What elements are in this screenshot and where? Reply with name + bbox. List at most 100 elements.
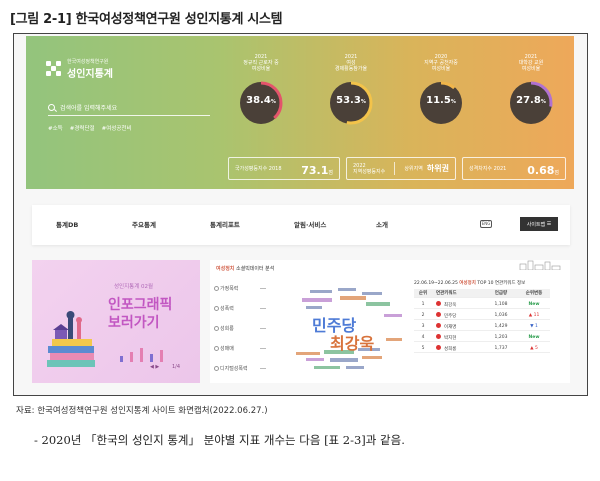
figure-title: [그림 2-1] 한국여성정책연구원 성인지통계 시스템 — [10, 12, 283, 27]
infographic-subtitle: 성인지통계 02월 — [114, 284, 154, 290]
column-header: 순위변동 — [525, 291, 543, 296]
stat-number: 38.4 — [246, 95, 271, 106]
nav-item-notices[interactable]: 알림·서비스 — [294, 221, 327, 229]
panel-title-rest: 소셜빅데이터 분석 — [234, 266, 275, 272]
change-cell: ▼ 1 — [530, 323, 538, 329]
topic-item-sexual-violence[interactable]: 성폭력 — [214, 304, 268, 313]
change-cell: ▲ 11 — [528, 312, 540, 318]
infographic-title-line1: 인포그래픽 — [108, 297, 173, 313]
nav-item-db[interactable]: 통계DB — [56, 221, 79, 229]
topic-item-prostitution[interactable]: 성매매 — [214, 344, 268, 353]
table-row[interactable]: 1 최강욱 1,108 New — [414, 300, 550, 309]
flag-icon — [436, 300, 441, 306]
stat-box-label: 2022 지역성평등지수 — [353, 162, 386, 175]
nav-item-reports[interactable]: 통계리포트 — [210, 221, 240, 229]
donut-icon — [419, 81, 463, 125]
stat-unit: % — [540, 99, 546, 105]
panel-title-highlight: 여성정치 — [216, 266, 235, 272]
stat-ring: 27.8% — [508, 80, 554, 126]
stat-box-label: 성격차지수 2021 — [469, 166, 507, 172]
column-header: 연관키워드 — [436, 291, 457, 296]
cloud-word[interactable]: 민주당 — [312, 316, 357, 335]
hashtag[interactable]: #여성공천비 — [101, 126, 132, 132]
topic-item-digital[interactable]: 디지털성폭력 — [214, 364, 268, 373]
nav-item-about[interactable]: 소개 — [376, 221, 388, 229]
topic-item-harassment[interactable]: 성희롱 — [214, 324, 268, 333]
count-cell: 1,036 — [494, 312, 508, 318]
cloud-word[interactable]: 최강욱 — [330, 334, 375, 353]
count-cell: 1,108 — [494, 301, 508, 307]
stat-box-unit: 점 — [328, 170, 333, 176]
topic-item-domestic-violence[interactable]: 가정폭력 — [214, 284, 268, 293]
social-bigdata-panel: 여성정치 소셜빅데이터 분석 가정폭력 성폭력 성희롱 성매매 디지털성폭력 — [210, 260, 570, 383]
stat-box-value: 하위권 — [426, 164, 449, 173]
stat-box-gender-equality[interactable]: 국가성평등지수 2018 73.1점 — [228, 157, 340, 180]
donut-icon — [509, 81, 553, 125]
books-illustration-icon — [47, 311, 95, 367]
keyword-text: 박지현 — [444, 335, 457, 341]
stat-label: 2021 여성 경제활동참가율 — [334, 54, 368, 72]
donut-background — [330, 82, 372, 124]
logo-icon — [46, 61, 62, 77]
panel-title: 여성정치 소셜빅데이터 분석 — [216, 265, 274, 272]
stat-ring: 11.5% — [418, 80, 464, 126]
keyword-table-rest: TOP 10 연관키워드 정보 — [475, 281, 526, 286]
table-row[interactable]: 3 이재명 1,429 ▼ 1 — [414, 322, 550, 331]
donut-background — [420, 82, 462, 124]
keyword-text: 민주당 — [444, 313, 457, 319]
hashtag[interactable]: #소득 — [48, 126, 63, 132]
mini-bars-icon — [120, 348, 163, 362]
stat-number: 53.3 — [336, 95, 361, 106]
flag-icon — [436, 311, 441, 317]
hashtag[interactable]: #경력단절 — [69, 126, 95, 132]
body-text: - 2020년 「한국의 성인지 통계」 분야별 지표 개수는 다음 [표 2-… — [34, 433, 405, 447]
stat-card[interactable]: 2021 정규직 근로자 중 여성비율 38.4% — [228, 54, 294, 126]
source-note: 자료: 한국여성정책연구원 성인지통계 사이트 화면캡처(2022.06.27.… — [16, 406, 268, 416]
flag-icon — [436, 322, 441, 328]
change-cell: New — [528, 301, 540, 307]
stat-value: 11.5% — [418, 95, 464, 106]
count-cell: 1,203 — [494, 334, 508, 340]
stat-label: 2020 지역구 공천자중 여성비율 — [424, 54, 458, 72]
stat-card[interactable]: 2021 여성 경제활동참가율 53.3% — [318, 54, 384, 126]
donut-arc — [509, 81, 553, 125]
stat-box-regional[interactable]: 2022 지역성평등지수 상위지역 하위권 — [346, 157, 456, 180]
stat-unit: % — [270, 99, 276, 105]
flag-icon — [436, 333, 441, 339]
keyword-cell: 이재명 — [432, 322, 484, 330]
column-header: 언급량 — [494, 291, 508, 296]
site-logo[interactable]: 한국여성정책연구원 성인지통계 — [46, 58, 113, 80]
count-cell: 1,737 — [494, 345, 508, 351]
table-row[interactable]: 5 성희롱 1,737 ▲ 5 — [414, 344, 550, 353]
stat-value: 38.4% — [238, 95, 284, 106]
keyword-text: 성희롱 — [444, 346, 457, 352]
table-row[interactable]: 4 박지현 1,203 New — [414, 333, 550, 342]
search-icon[interactable] — [48, 104, 55, 111]
stat-box-unit: 점 — [554, 170, 559, 176]
divider — [394, 162, 396, 175]
sitemap-label: 사이트맵 — [526, 221, 546, 228]
stat-label: 2021 정규직 근로자 중 여성비율 — [243, 54, 279, 72]
nav-item-key-stats[interactable]: 주요통계 — [132, 221, 156, 229]
stat-card[interactable]: 2020 지역구 공천자중 여성비율 11.5% — [408, 54, 474, 126]
word-cloud-noise-icon — [296, 288, 402, 369]
keyword-table-period: 22.06.19~22.06.25 — [414, 281, 460, 286]
infographic-title: 인포그래픽 보러가기 — [108, 296, 172, 332]
stat-box-gender-gap[interactable]: 성격차지수 2021 0.68점 — [462, 157, 566, 180]
sitemap-button[interactable]: 사이트맵 ☰ — [520, 217, 558, 231]
donut-arc — [419, 81, 463, 125]
table-row[interactable]: 2 민주당 1,036 ▲ 11 — [414, 311, 550, 320]
word-cloud: 민주당 최강욱 — [292, 286, 408, 378]
infographic-title-line2: 보러가기 — [108, 315, 160, 331]
infographic-card[interactable]: 성인지통계 02월 인포그래픽 보러가기 ◀ ▶ 1/4 — [32, 260, 200, 383]
donut-icon — [239, 81, 283, 125]
search-input[interactable]: 검색어를 입력해주세요 — [48, 100, 210, 116]
stat-box-label: 국가성평등지수 2018 — [235, 166, 282, 172]
language-icon[interactable]: ENG — [480, 220, 492, 228]
carousel-arrows-icon[interactable]: ◀ ▶ — [150, 364, 160, 370]
rank-cell: 2 — [421, 312, 425, 318]
stat-card[interactable]: 2021 대학강 교원 여성비율 27.8% — [498, 54, 564, 126]
stat-unit: % — [360, 99, 366, 105]
stat-box-label: 상위지역 — [404, 166, 423, 172]
keyword-cell: 최강욱 — [432, 300, 484, 308]
